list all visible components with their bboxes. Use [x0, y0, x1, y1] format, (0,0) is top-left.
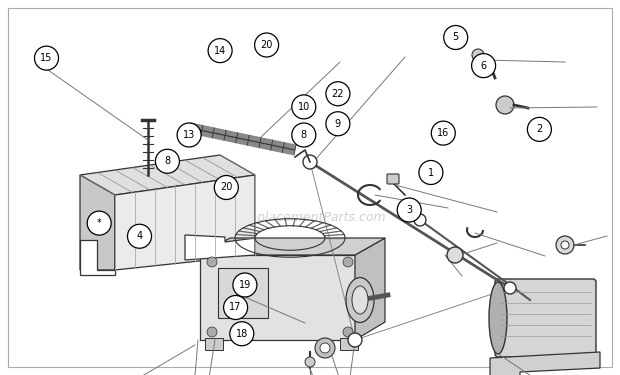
Text: 9: 9 — [335, 119, 341, 129]
Ellipse shape — [489, 282, 507, 354]
Circle shape — [233, 273, 257, 297]
Circle shape — [326, 82, 350, 106]
Text: 8: 8 — [301, 130, 307, 140]
Circle shape — [255, 33, 278, 57]
Circle shape — [472, 49, 484, 61]
Text: eReplacementParts.com: eReplacementParts.com — [234, 211, 386, 224]
Text: 15: 15 — [40, 53, 53, 63]
Circle shape — [207, 327, 217, 337]
Circle shape — [128, 224, 151, 248]
Ellipse shape — [352, 286, 368, 314]
Polygon shape — [355, 238, 385, 340]
Circle shape — [528, 117, 551, 141]
Circle shape — [207, 257, 217, 267]
Polygon shape — [490, 352, 600, 375]
Text: 20: 20 — [220, 183, 232, 192]
Circle shape — [343, 257, 353, 267]
Polygon shape — [185, 235, 255, 260]
Circle shape — [292, 123, 316, 147]
Text: 19: 19 — [239, 280, 251, 290]
Circle shape — [305, 357, 315, 367]
Polygon shape — [200, 238, 385, 255]
Circle shape — [561, 241, 569, 249]
Circle shape — [315, 338, 335, 358]
Circle shape — [35, 46, 58, 70]
Text: 5: 5 — [453, 33, 459, 42]
Text: 1: 1 — [428, 168, 434, 177]
Circle shape — [556, 236, 574, 254]
Circle shape — [397, 198, 421, 222]
Text: 20: 20 — [260, 40, 273, 50]
Circle shape — [432, 121, 455, 145]
Circle shape — [496, 96, 514, 114]
Polygon shape — [80, 155, 255, 195]
Text: 18: 18 — [236, 329, 248, 339]
Bar — [218, 268, 268, 318]
Circle shape — [414, 214, 426, 226]
Polygon shape — [80, 240, 115, 275]
Text: 13: 13 — [183, 130, 195, 140]
Circle shape — [504, 282, 516, 294]
Circle shape — [343, 327, 353, 337]
Polygon shape — [115, 175, 255, 270]
Circle shape — [87, 211, 111, 235]
FancyBboxPatch shape — [387, 174, 399, 184]
Circle shape — [419, 160, 443, 184]
Ellipse shape — [346, 278, 374, 322]
Bar — [340, 338, 358, 350]
Text: 17: 17 — [229, 303, 242, 312]
Circle shape — [177, 123, 201, 147]
Circle shape — [326, 112, 350, 136]
Circle shape — [303, 155, 317, 169]
Text: 6: 6 — [480, 61, 487, 70]
Circle shape — [348, 333, 362, 347]
Text: *: * — [97, 218, 102, 228]
Circle shape — [208, 39, 232, 63]
FancyBboxPatch shape — [495, 279, 596, 357]
Circle shape — [447, 247, 463, 263]
Text: 16: 16 — [437, 128, 450, 138]
Text: 2: 2 — [536, 124, 542, 134]
Circle shape — [320, 343, 330, 353]
Text: 3: 3 — [406, 205, 412, 215]
Circle shape — [224, 296, 247, 320]
Text: 8: 8 — [164, 156, 171, 166]
Circle shape — [444, 26, 467, 50]
Circle shape — [215, 176, 238, 200]
Circle shape — [230, 322, 254, 346]
Bar — [205, 338, 223, 350]
Text: 10: 10 — [298, 102, 310, 112]
Polygon shape — [200, 255, 355, 340]
Circle shape — [156, 149, 179, 173]
Circle shape — [292, 95, 316, 119]
Text: 4: 4 — [136, 231, 143, 241]
Polygon shape — [80, 175, 115, 270]
Circle shape — [472, 54, 495, 78]
Text: 22: 22 — [332, 89, 344, 99]
Text: 14: 14 — [214, 46, 226, 56]
